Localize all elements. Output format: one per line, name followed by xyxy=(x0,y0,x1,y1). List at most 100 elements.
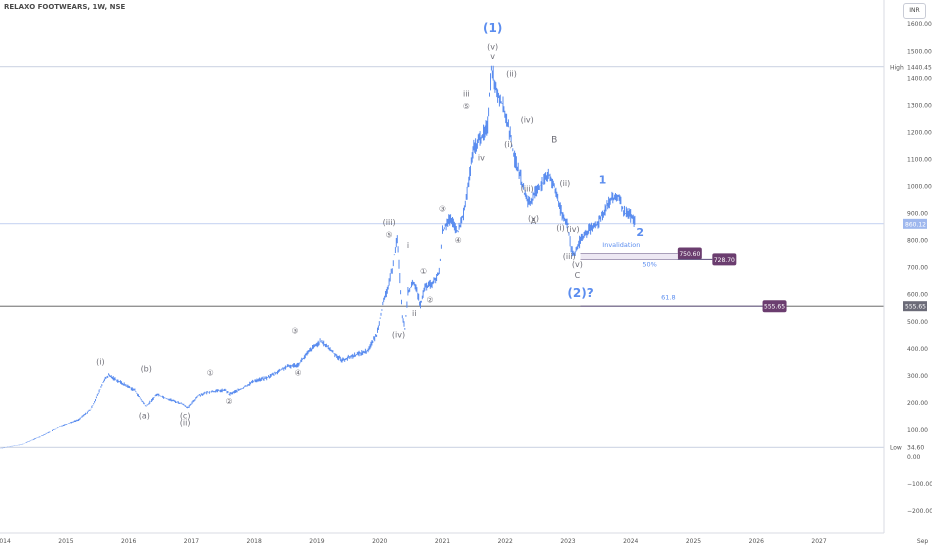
x-tick-label: 2025 xyxy=(686,538,701,545)
fib-61-8-value-box xyxy=(762,300,787,313)
x-tick-label: 2017 xyxy=(184,538,199,545)
wave-label: ⑤ xyxy=(386,230,393,239)
invalidation-value-box xyxy=(677,247,702,260)
current-price-tag xyxy=(903,218,927,229)
x-tick-label: 2024 xyxy=(623,538,638,545)
y-tick-label: 1100.00 xyxy=(907,156,932,163)
x-tick-label: 2014 xyxy=(0,538,11,545)
wave-label: (b) xyxy=(141,364,152,373)
wave-label: i xyxy=(407,241,409,250)
wave-label: (ii) xyxy=(506,69,517,78)
y-tick-label: 600.00 xyxy=(907,292,928,299)
wave-label: iii xyxy=(463,90,470,99)
fib-61-8-label: 61.8 xyxy=(661,294,675,302)
wave-label: ① xyxy=(420,267,427,276)
fib-price-tag xyxy=(903,301,927,312)
y-tick-label: 900.00 xyxy=(907,211,928,218)
x-tick-label: 2027 xyxy=(811,538,826,545)
wave-label: (i) xyxy=(556,224,564,233)
high-label: High xyxy=(890,64,904,71)
x-tick-label: Sep xyxy=(917,538,929,545)
wave-label: ② xyxy=(225,397,232,406)
fifty-percent-value: 728.70 xyxy=(714,257,735,264)
wave-label: iv xyxy=(478,153,485,162)
wave-label: ii xyxy=(412,309,416,318)
wave-label: ⑤ xyxy=(463,102,470,111)
y-tick-label: 0.00 xyxy=(907,454,921,461)
x-tick-label: 2015 xyxy=(58,538,73,545)
y-tick-label: 500.00 xyxy=(907,319,928,326)
x-tick-label: 2021 xyxy=(435,538,450,545)
x-tick-label: 2016 xyxy=(121,538,136,545)
invalidation-value: 750.60 xyxy=(679,251,700,258)
x-tick-label: 2022 xyxy=(498,538,513,545)
y-tick-label: 1400.00 xyxy=(907,75,932,82)
low-value: 34.60 xyxy=(907,445,924,452)
wave-label: ④ xyxy=(295,368,302,377)
wave-label: 1 xyxy=(599,173,607,186)
y-tick-label: 800.00 xyxy=(907,238,928,245)
target-boxes: 750.60 Invalidation 728.70 50% 555.65 61.8 xyxy=(580,241,787,313)
y-tick-label: 200.00 xyxy=(907,400,928,407)
invalidation-label: Invalidation xyxy=(602,241,640,249)
wave-label: v xyxy=(490,52,495,61)
y-tick-label: 1500.00 xyxy=(907,48,932,55)
wave-labels: (i)(a)(b)(c)(ii)①②③④(iii)⑤(iv)iii①②③④iii… xyxy=(96,21,644,428)
y-tick-label: −200.00 xyxy=(907,508,932,515)
wave-label: (a) xyxy=(139,412,150,421)
x-tick-label: 2026 xyxy=(749,538,764,545)
y-tick-label: 300.00 xyxy=(907,373,928,380)
fib-price-value: 555.65 xyxy=(905,304,926,311)
wave-label: (iv) xyxy=(521,115,534,124)
time-axis[interactable]: 2014 2015 2016 2017 2018 2019 2020 2021 2022 2023… xyxy=(0,532,929,545)
wave-label: A xyxy=(531,217,537,226)
fib-61-8-value: 555.65 xyxy=(764,304,785,311)
y-tick-label: 400.00 xyxy=(907,346,928,353)
wave-label: (iii) xyxy=(383,218,396,227)
y-tick-label: 1600.00 xyxy=(907,21,932,28)
current-price-value: 860.12 xyxy=(905,221,926,228)
invalidation-band xyxy=(580,253,678,260)
high-value: 1440.45 xyxy=(907,64,932,71)
wave-label: (iv) xyxy=(566,225,579,234)
x-tick-label: 2019 xyxy=(309,538,324,545)
low-label: Low xyxy=(890,445,902,452)
price-series-line xyxy=(0,65,636,449)
symbol-title: RELAXO FOOTWEARS, 1W, NSE xyxy=(4,3,126,11)
wave-label: (iii) xyxy=(521,184,534,193)
wave-label: (c) xyxy=(180,412,191,421)
wave-label: 2 xyxy=(636,226,644,239)
wave-label: ③ xyxy=(291,326,298,335)
wave-label: (i) xyxy=(96,358,104,367)
fifty-percent-label: 50% xyxy=(642,261,656,269)
wave-label: (1) xyxy=(483,21,502,35)
y-tick-label: 700.00 xyxy=(907,265,928,272)
wave-label: (iii) xyxy=(563,252,576,261)
wave-label: B xyxy=(551,136,557,146)
wave-label: (ii) xyxy=(180,418,191,427)
wave-label: (v) xyxy=(487,42,498,51)
y-tick-label: −100.00 xyxy=(907,481,932,488)
x-tick-label: 2023 xyxy=(560,538,575,545)
fifty-percent-value-box xyxy=(712,253,737,266)
wave-label: (v) xyxy=(528,214,539,223)
y-tick-label: 1200.00 xyxy=(907,129,932,136)
wave-label: ④ xyxy=(455,236,462,245)
y-tick-label: 100.00 xyxy=(907,427,928,434)
price-axis[interactable]: −200.00 −100.00 0.00 100.00 200.00 300.00 400.… xyxy=(883,0,932,533)
y-tick-label: 1300.00 xyxy=(907,102,932,109)
x-tick-label: 2020 xyxy=(372,538,387,545)
wave-label: (iv) xyxy=(392,330,405,339)
y-tick-label: 1000.00 xyxy=(907,184,932,191)
wave-label: (2)? xyxy=(567,286,593,300)
wave-label: C xyxy=(575,271,581,280)
wave-label: ② xyxy=(426,295,433,304)
wave-label: (ii) xyxy=(560,179,571,188)
x-tick-label: 2018 xyxy=(247,538,262,545)
wave-label: (i) xyxy=(504,140,512,149)
currency-button[interactable]: INR xyxy=(903,3,926,19)
wave-label: ③ xyxy=(439,205,446,214)
wave-label: (v) xyxy=(572,260,583,269)
wave-label: ① xyxy=(207,368,214,377)
